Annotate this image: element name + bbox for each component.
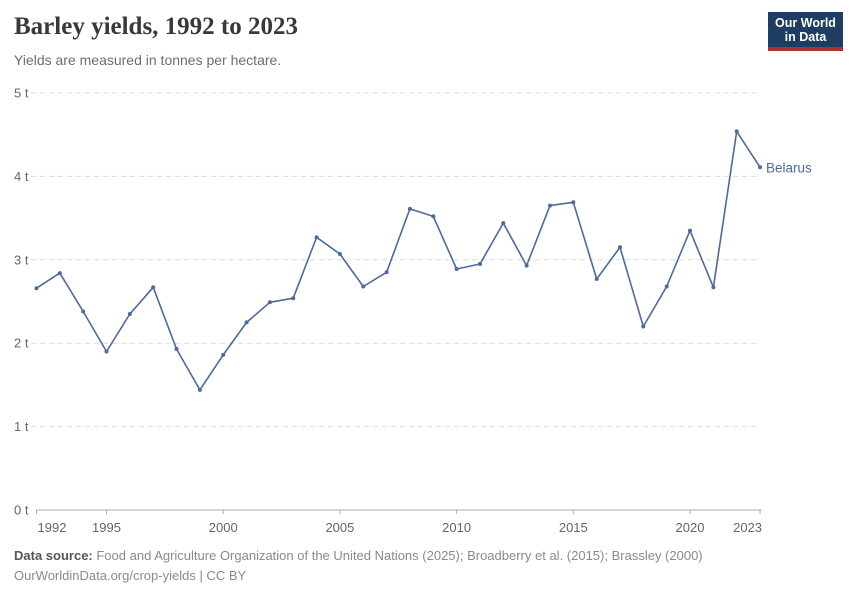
data-source-line: Data source: Food and Agriculture Organi… bbox=[14, 546, 703, 566]
x-tick-label: 1992 bbox=[38, 520, 67, 535]
x-tick-label: 2020 bbox=[676, 520, 705, 535]
data-point[interactable] bbox=[174, 347, 179, 351]
data-point[interactable] bbox=[267, 300, 272, 305]
data-point[interactable] bbox=[57, 271, 62, 276]
data-point[interactable] bbox=[151, 285, 156, 290]
x-tick-label: 2015 bbox=[559, 520, 588, 535]
data-point[interactable] bbox=[524, 263, 529, 268]
x-tick-label: 2005 bbox=[325, 520, 354, 535]
owid-logo[interactable]: Our World in Data bbox=[768, 12, 843, 51]
data-point[interactable] bbox=[197, 387, 202, 392]
attribution-link[interactable]: OurWorldinData.org/crop-yields | CC BY bbox=[14, 568, 247, 583]
data-point[interactable] bbox=[291, 296, 296, 301]
data-point[interactable] bbox=[594, 277, 599, 281]
data-point[interactable] bbox=[81, 309, 86, 314]
data-point[interactable] bbox=[221, 352, 226, 357]
page-title: Barley yields, 1992 to 2023 bbox=[14, 13, 299, 40]
y-tick-label: 0 t bbox=[14, 503, 29, 518]
data-source-label: Data source: bbox=[14, 548, 93, 563]
series-line-belarus bbox=[35, 130, 761, 391]
data-point[interactable] bbox=[361, 284, 366, 289]
data-point[interactable] bbox=[244, 320, 249, 325]
data-point[interactable] bbox=[104, 349, 109, 354]
data-point[interactable] bbox=[711, 285, 716, 290]
data-point[interactable] bbox=[431, 214, 436, 219]
data-point[interactable] bbox=[688, 228, 692, 233]
data-point[interactable] bbox=[548, 203, 552, 208]
data-point[interactable] bbox=[384, 270, 389, 275]
data-point[interactable] bbox=[641, 324, 646, 329]
owid-logo-line1: Our World bbox=[775, 16, 836, 30]
data-point[interactable] bbox=[571, 200, 576, 205]
y-tick-label: 3 t bbox=[14, 252, 29, 267]
data-point[interactable] bbox=[664, 284, 669, 289]
data-point[interactable] bbox=[734, 129, 739, 134]
x-tick-label: 2000 bbox=[209, 520, 238, 535]
series-label-belarus[interactable]: Belarus bbox=[766, 161, 812, 176]
data-point[interactable] bbox=[454, 267, 459, 271]
data-point[interactable] bbox=[127, 312, 132, 316]
x-tick-label: 2010 bbox=[442, 520, 471, 535]
x-tick-label: 1995 bbox=[92, 520, 121, 535]
y-tick-label: 4 t bbox=[14, 169, 29, 184]
data-point[interactable] bbox=[618, 245, 622, 250]
data-point[interactable] bbox=[34, 286, 39, 291]
chart-footer: Data source: Food and Agriculture Organi… bbox=[14, 546, 703, 586]
data-point[interactable] bbox=[337, 252, 342, 256]
data-point[interactable] bbox=[314, 235, 319, 240]
x-tick-label: 2023 bbox=[733, 520, 762, 535]
data-point[interactable] bbox=[407, 206, 412, 211]
data-source-text: Food and Agriculture Organization of the… bbox=[92, 548, 703, 563]
y-tick-label: 2 t bbox=[14, 336, 29, 351]
data-point[interactable] bbox=[478, 262, 482, 266]
owid-logo-line2: in Data bbox=[784, 30, 827, 44]
y-tick-label: 1 t bbox=[14, 419, 29, 434]
y-tick-label: 5 t bbox=[14, 86, 29, 101]
data-point[interactable] bbox=[758, 165, 762, 170]
data-point[interactable] bbox=[501, 221, 506, 226]
chart-subtitle: Yields are measured in tonnes per hectar… bbox=[14, 52, 282, 68]
